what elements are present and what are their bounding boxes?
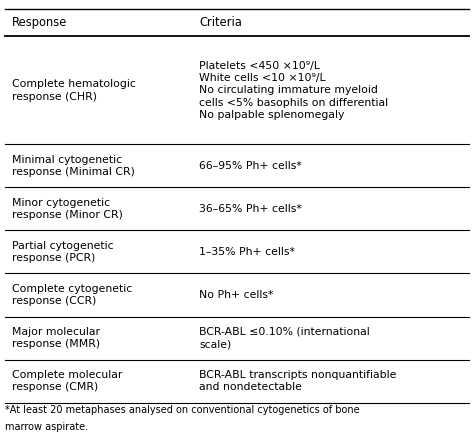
Text: Partial cytogenetic
response (PCR): Partial cytogenetic response (PCR) — [12, 241, 113, 263]
Text: No Ph+ cells*: No Ph+ cells* — [199, 290, 273, 300]
Text: Major molecular
response (MMR): Major molecular response (MMR) — [12, 327, 100, 349]
Text: Complete hematologic
response (CHR): Complete hematologic response (CHR) — [12, 79, 136, 101]
Text: Complete cytogenetic
response (CCR): Complete cytogenetic response (CCR) — [12, 284, 132, 306]
Text: Criteria: Criteria — [199, 16, 242, 29]
Text: 36–65% Ph+ cells*: 36–65% Ph+ cells* — [199, 204, 302, 214]
Text: BCR-ABL ≤0.10% (international
scale): BCR-ABL ≤0.10% (international scale) — [199, 327, 370, 349]
Text: Complete molecular
response (CMR): Complete molecular response (CMR) — [12, 370, 122, 392]
Text: Platelets <450 ×10⁹/L
White cells <10 ×10⁹/L
No circulating immature myeloid
cel: Platelets <450 ×10⁹/L White cells <10 ×1… — [199, 61, 388, 120]
Text: BCR-ABL transcripts nonquantifiable
and nondetectable: BCR-ABL transcripts nonquantifiable and … — [199, 370, 396, 392]
Text: Response: Response — [12, 16, 67, 29]
Text: Minor cytogenetic
response (Minor CR): Minor cytogenetic response (Minor CR) — [12, 198, 123, 220]
Text: *At least 20 metaphases analysed on conventional cytogenetics of bone: *At least 20 metaphases analysed on conv… — [5, 405, 359, 415]
Text: marrow aspirate.: marrow aspirate. — [5, 422, 88, 432]
Text: 1–35% Ph+ cells*: 1–35% Ph+ cells* — [199, 247, 295, 257]
Text: Minimal cytogenetic
response (Minimal CR): Minimal cytogenetic response (Minimal CR… — [12, 154, 135, 177]
Text: 66–95% Ph+ cells*: 66–95% Ph+ cells* — [199, 161, 302, 171]
